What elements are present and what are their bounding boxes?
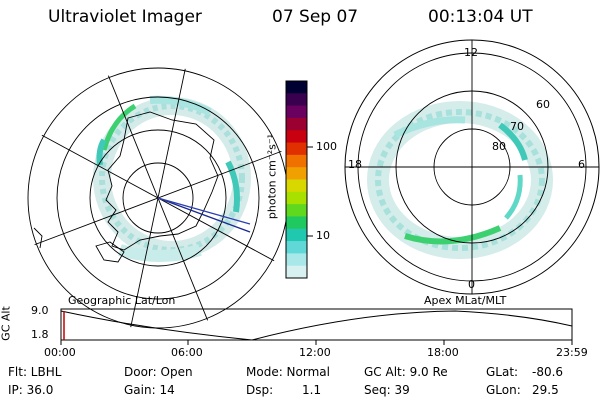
ip-value: IP: 36.0 bbox=[8, 383, 54, 397]
altitude-ytick-9: 9.0 bbox=[31, 304, 49, 317]
colorbar-segment bbox=[286, 117, 307, 131]
sequence-number: Seq: 39 bbox=[364, 383, 410, 397]
glon-value: 29.5 bbox=[532, 383, 559, 397]
dsp-value: 1.1 bbox=[302, 383, 322, 397]
colorbar-segment bbox=[286, 216, 307, 230]
glat-label: GLat: bbox=[486, 365, 519, 379]
apex-caption: Apex MLat/MLT bbox=[424, 294, 507, 307]
colorbar-segment bbox=[286, 179, 307, 193]
mlt-label-18: 18 bbox=[348, 158, 362, 171]
xtick-1200: 12:00 bbox=[299, 346, 331, 359]
colorbar-segment bbox=[286, 105, 307, 119]
filter-value: Flt: LBHL bbox=[8, 365, 62, 379]
mode-status: Mode: Normal bbox=[246, 365, 330, 379]
colorbar bbox=[285, 80, 313, 279]
altitude-plot bbox=[60, 308, 573, 345]
geographic-map bbox=[26, 66, 290, 330]
mlt-label-12: 12 bbox=[464, 46, 478, 59]
colorbar-tick-10: 10 bbox=[316, 229, 330, 242]
altitude-ytick-1.8: 1.8 bbox=[31, 328, 49, 341]
xtick-1800: 18:00 bbox=[427, 346, 459, 359]
mlt-label-6: 6 bbox=[578, 158, 585, 171]
colorbar-segment bbox=[286, 253, 307, 267]
observation-time: 00:13:04 UT bbox=[428, 7, 533, 27]
altitude-ylabel: GC Alt bbox=[0, 306, 13, 341]
mlat-label-60: 60 bbox=[536, 98, 550, 111]
colorbar-unit-label: photon cm⁻²s⁻¹ bbox=[265, 133, 279, 220]
colorbar-segment bbox=[286, 142, 307, 156]
colorbar-segment bbox=[286, 130, 307, 144]
glat-value: -80.6 bbox=[532, 365, 564, 379]
xtick-2359: 23:59 bbox=[556, 346, 588, 359]
colorbar-segment bbox=[286, 93, 307, 107]
colorbar-segment bbox=[286, 228, 307, 242]
observation-date: 07 Sep 07 bbox=[272, 7, 359, 27]
magnetic-map bbox=[344, 39, 600, 295]
xtick-0000: 00:00 bbox=[44, 346, 76, 359]
colorbar-segment bbox=[286, 154, 307, 168]
colorbar-tick-100: 100 bbox=[316, 140, 337, 153]
colorbar-segment bbox=[286, 265, 307, 279]
geographic-caption: Geographic Lat/Lon bbox=[68, 294, 176, 307]
gc-altitude: GC Alt: 9.0 Re bbox=[364, 365, 448, 379]
gain-value: Gain: 14 bbox=[124, 383, 175, 397]
mlt-label-0: 0 bbox=[468, 278, 475, 291]
instrument-title: Ultraviolet Imager bbox=[48, 7, 202, 27]
mlat-label-80: 80 bbox=[492, 140, 506, 153]
glon-label: GLon: bbox=[486, 383, 521, 397]
colorbar-segment bbox=[286, 167, 307, 180]
colorbar-segment bbox=[286, 191, 307, 205]
colorbar-segment bbox=[286, 204, 307, 217]
door-status: Door: Open bbox=[124, 365, 193, 379]
colorbar-segment bbox=[286, 81, 307, 94]
mlat-label-70: 70 bbox=[510, 120, 524, 133]
colorbar-segment bbox=[286, 241, 307, 254]
dsp-label: Dsp: bbox=[246, 383, 274, 397]
xtick-0600: 06:00 bbox=[171, 346, 203, 359]
